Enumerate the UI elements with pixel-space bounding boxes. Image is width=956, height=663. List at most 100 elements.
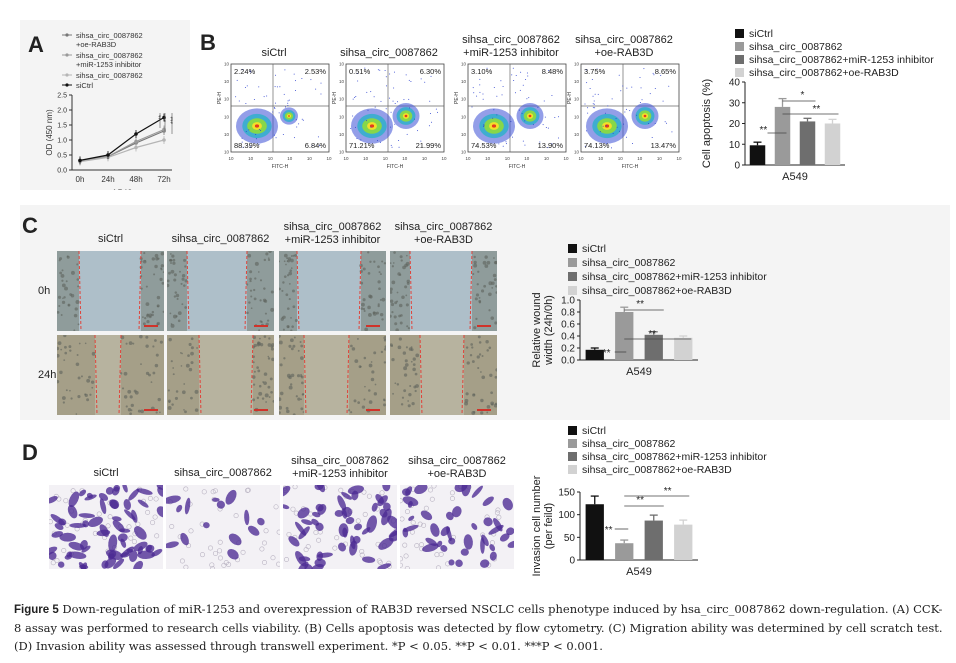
cell-speck (477, 335, 481, 339)
cell-speck (391, 265, 394, 268)
cell-speck (261, 397, 265, 400)
cell-speck (90, 380, 95, 384)
stained-cell (362, 556, 376, 563)
cell-layer-right (349, 335, 386, 415)
stained-cell (430, 523, 440, 537)
membrane-pore (183, 486, 189, 492)
cell-speck (288, 271, 293, 276)
scale-bar (366, 325, 380, 327)
cell-speck (177, 319, 181, 323)
cell-speck (402, 265, 406, 270)
wound-edge-right (358, 251, 362, 331)
scatter-dot (526, 98, 528, 100)
scratch-column-title: siCtrl (97, 233, 124, 245)
x-tick-label: 10 (618, 156, 624, 161)
cell-speck (470, 343, 473, 346)
cell-speck (292, 305, 296, 309)
sig-label: ** (163, 116, 170, 122)
cell-speck (190, 396, 193, 400)
flow-cytometry-plot: 3.10% 8.48%74.53% 13.90%101010101010101010… (454, 62, 569, 170)
quadrant-percent: 21.99% (416, 141, 442, 150)
cell-speck (162, 271, 164, 274)
cell-speck (362, 307, 366, 311)
cell-speck (269, 377, 273, 381)
cell-speck (383, 361, 386, 364)
cell-speck (154, 253, 159, 258)
cell-speck (159, 340, 163, 344)
membrane-pore (276, 529, 280, 535)
cell-speck (133, 389, 137, 393)
cell-layer-left (167, 251, 187, 331)
scratch-image (390, 251, 497, 331)
stained-cell (387, 515, 397, 529)
cell-speck (170, 253, 172, 255)
cell-speck (372, 311, 376, 315)
cell-speck (173, 278, 177, 282)
scatter-dot (287, 102, 289, 104)
membrane-pore (201, 489, 207, 495)
cell-speck (257, 369, 261, 373)
cell-speck (288, 344, 292, 348)
stained-cell (247, 525, 260, 536)
cell-speck (168, 271, 171, 275)
cell-speck (57, 341, 62, 346)
cell-speck (490, 316, 495, 320)
cell-speck (281, 289, 284, 292)
cell-speck (123, 371, 128, 376)
stained-cell (228, 533, 242, 546)
cell-speck (480, 289, 485, 293)
scatter-dot (420, 140, 422, 142)
cell-speck (272, 400, 274, 403)
stained-cell (483, 517, 493, 527)
stained-cell (414, 485, 428, 495)
cell-speck (292, 413, 296, 415)
cell-speck (383, 339, 386, 342)
membrane-pore (449, 490, 455, 496)
cell-speck (180, 365, 183, 367)
cell-speck (156, 323, 159, 326)
stained-cell (257, 517, 265, 526)
cell-speck (60, 274, 65, 278)
x-tick-label: 24h (101, 175, 114, 184)
scratch-image-texture (57, 335, 164, 415)
transwell-column-title: sihsa_circ_0087862 (174, 467, 272, 479)
cell-speck (251, 375, 256, 379)
y-tick-label: 10 (224, 132, 230, 137)
scatter-dot (245, 103, 247, 105)
cell-speck (494, 321, 497, 325)
cell-speck (194, 389, 199, 394)
y-tick-label: 2.0 (57, 108, 67, 115)
cell-speck (167, 279, 170, 283)
y-tick-label: 10 (461, 79, 467, 84)
cell-speck (368, 363, 373, 368)
scatter-dot (589, 88, 591, 90)
y-tick-label: 10 (339, 79, 345, 84)
cell-speck (144, 260, 146, 262)
cell-speck (476, 355, 480, 359)
membrane-pore (332, 545, 338, 551)
panel-b-letter: B (200, 30, 216, 55)
cell-speck (267, 385, 271, 389)
cell-speck (194, 408, 199, 412)
scatter-dot (283, 93, 285, 95)
scatter-dot (558, 116, 560, 118)
cell-speck (475, 293, 480, 297)
scatter-dot (592, 95, 594, 97)
stained-cell (295, 550, 307, 567)
cell-speck (168, 401, 171, 403)
cell-speck (77, 395, 81, 399)
scatter-dot (424, 81, 426, 83)
cell-speck (364, 385, 366, 388)
membrane-pore (376, 558, 382, 564)
stained-cell (455, 559, 463, 567)
cell-speck (390, 290, 393, 294)
scatter-dot (537, 106, 539, 108)
x-tick-label: 10 (307, 156, 313, 161)
stained-cell (136, 488, 153, 495)
y-axis-label: width (24h/0h) (543, 295, 555, 366)
membrane-pore (362, 511, 368, 517)
cell-speck (283, 260, 286, 263)
cell-speck (300, 398, 303, 401)
scatter-dot (594, 107, 596, 109)
stained-cell (382, 485, 391, 492)
